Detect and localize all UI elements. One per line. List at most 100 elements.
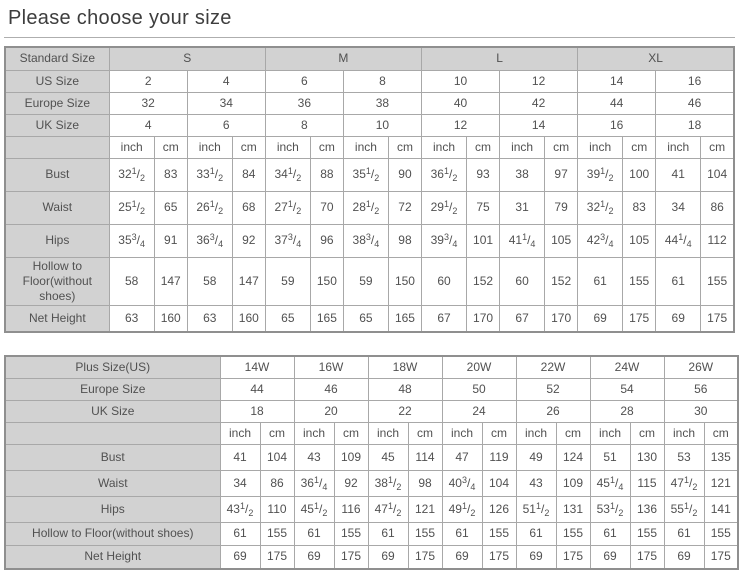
row-bust: Bust 321/2 83 331/2 84 341/2 88 351/2 90 361/2 93 3… [4,157,735,192]
hips-cell: 451/2 [293,495,335,523]
plus-size-us-cell: 26W [663,355,739,379]
row-bust: Bust 41 104 43 109 45 114 47 119 49 124 51 130 53 135 [4,443,739,471]
net-height-cell: 63 [108,304,155,333]
europe-size-cell: 46 [293,377,369,401]
bust-cell: 51 [589,443,631,471]
hollow-to-floor-cell: 155 [622,256,657,306]
hips-cell: 101 [466,223,501,258]
bust-cell: 321/2 [108,157,155,192]
row-plus-size-us: Plus Size(US) 14W 16W 18W 20W 22W 24W 26W [4,355,739,379]
net-height-cell: 69 [577,304,624,333]
net-height-cell: 67 [420,304,468,333]
us-size-cell: 10 [420,69,501,93]
bust-cell: 114 [407,443,443,471]
bust-cell: 104 [259,443,295,471]
row-uk-size: UK Size 4 6 8 10 12 14 16 18 [4,113,735,137]
waist-cell: 451/4 [589,469,631,497]
bust-cell: 41 [655,157,702,192]
europe-size-cell: 56 [663,377,739,401]
waist-cell: 83 [622,190,657,225]
bust-cell: 88 [309,157,344,192]
waist-cell: 361/4 [293,469,335,497]
hollow-to-floor-cell: 61 [655,256,702,306]
uk-size-cell: 30 [663,399,739,423]
net-height-cell: 160 [231,304,266,333]
units-cell: cm [700,135,735,159]
units-cell: inch [367,421,409,445]
standard-size-cell: S [108,46,266,71]
units-cell: inch [264,135,311,159]
plus-size-us-cell: 20W [441,355,517,379]
net-height-cell: 175 [700,304,735,333]
row-europe-size: Europe Size 32 34 36 38 40 42 44 46 [4,91,735,115]
row-hollow-to-floor: Hollow to Floor(without shoes) 61 155 61 155… [4,521,739,546]
standard-size-cell: M [264,46,422,71]
uk-size-cell: 16 [577,113,657,137]
units-cell: cm [231,135,266,159]
hips-cell: 471/2 [367,495,409,523]
hips-cell: 91 [153,223,188,258]
europe-size-cell: 44 [577,91,657,115]
row-label-net-height: Net Height [4,544,221,570]
bust-cell: 130 [629,443,665,471]
hollow-to-floor-cell: 147 [153,256,188,306]
europe-size-cell: 52 [515,377,591,401]
europe-size-cell: 42 [499,91,579,115]
hips-cell: 511/2 [515,495,557,523]
units-cell: cm [622,135,657,159]
waist-cell: 381/2 [367,469,409,497]
uk-size-cell: 20 [293,399,369,423]
waist-cell: 34 [219,469,261,497]
units-cell: inch [420,135,468,159]
waist-cell: 72 [387,190,422,225]
hips-cell: 353/4 [108,223,155,258]
units-cell: cm [544,135,579,159]
hollow-to-floor-cell: 61 [293,521,335,546]
hollow-to-floor-cell: 61 [219,521,261,546]
hollow-to-floor-cell: 155 [333,521,369,546]
hollow-to-floor-cell: 61 [663,521,705,546]
bust-cell: 38 [499,157,546,192]
row-waist: Waist 251/2 65 261/2 68 271/2 70 281/2 72 291/2 75… [4,190,735,225]
net-height-cell: 69 [219,544,261,570]
row-units: inch cm inch cm inch cm inch cm inch cm inch cm inch… [4,421,739,445]
europe-size-cell: 38 [342,91,422,115]
units-cell: inch [663,421,705,445]
units-cell: inch [219,421,261,445]
waist-cell: 471/2 [663,469,705,497]
units-cell: cm [703,421,739,445]
hollow-to-floor-cell: 59 [264,256,311,306]
row-label-bust: Bust [4,157,110,192]
row-label-us-size: US Size [4,69,110,93]
hollow-to-floor-cell: 152 [466,256,501,306]
hips-cell: 136 [629,495,665,523]
europe-size-cell: 44 [219,377,295,401]
units-cell: inch [108,135,155,159]
row-label-uk-size: UK Size [4,113,110,137]
europe-size-cell: 46 [655,91,735,115]
hollow-to-floor-cell: 155 [259,521,295,546]
net-height-cell: 175 [333,544,369,570]
hips-cell: 105 [622,223,657,258]
row-hollow-to-floor: Hollow to Floor(without shoes) 58 147 58 147… [4,256,735,306]
row-waist: Waist 34 86 361/4 92 381/2 98 403/4 104 43 109 451/… [4,469,739,497]
row-label-plus-size-us: Plus Size(US) [4,355,221,379]
title-divider [4,37,735,38]
plus-size-us-cell: 24W [589,355,665,379]
hips-cell: 131 [555,495,591,523]
net-height-cell: 67 [499,304,546,333]
hips-cell: 121 [407,495,443,523]
uk-size-cell: 8 [264,113,344,137]
row-label-hips: Hips [4,495,221,523]
waist-cell: 43 [515,469,557,497]
net-height-cell: 69 [367,544,409,570]
hips-cell: 110 [259,495,295,523]
hollow-to-floor-cell: 155 [555,521,591,546]
waist-cell: 403/4 [441,469,483,497]
hollow-to-floor-cell: 61 [441,521,483,546]
units-cell: cm [481,421,517,445]
waist-cell: 92 [333,469,369,497]
hips-cell: 116 [333,495,369,523]
hollow-to-floor-cell: 58 [108,256,155,306]
hollow-to-floor-cell: 61 [515,521,557,546]
